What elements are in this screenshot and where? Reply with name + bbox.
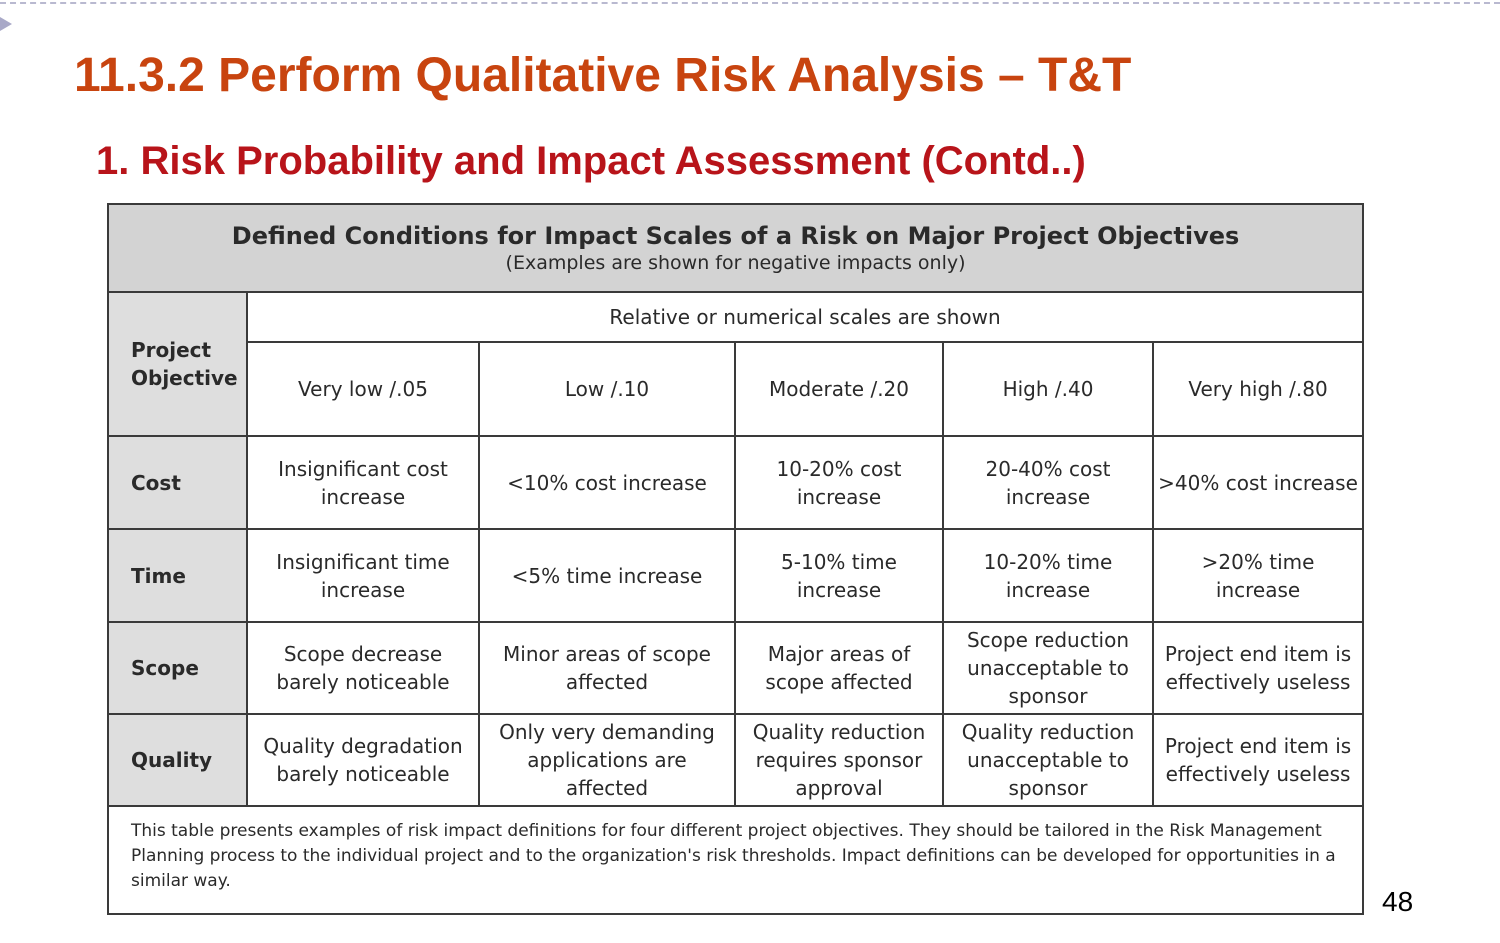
objective-label: Time	[107, 528, 248, 623]
table-cell: >40% cost increase	[1151, 435, 1365, 530]
table-cell: Scope decrease barely noticeable	[246, 621, 480, 715]
objective-label: Quality	[107, 713, 248, 807]
scale-header: Moderate /.20	[734, 341, 944, 437]
slide-title: 11.3.2 Perform Qualitative Risk Analysis…	[74, 49, 1132, 102]
scale-caption: Relative or numerical scales are shown	[245, 291, 1365, 343]
slide-marker-arrow-icon	[0, 17, 12, 31]
table-title: Defined Conditions for Impact Scales of …	[231, 222, 1240, 250]
table-subtitle: (Examples are shown for negative impacts…	[505, 252, 966, 274]
scale-header: Very high /.80	[1151, 341, 1365, 437]
table-cell: Quality degradation barely noticeable	[246, 713, 480, 807]
table-cell: Minor areas of scope affected	[478, 621, 736, 715]
table-cell: Quality reduction requires sponsor appro…	[734, 713, 944, 807]
footnote-row: This table presents examples of risk imp…	[106, 805, 1365, 915]
table-cell: Insignificant cost increase	[246, 435, 480, 530]
table-cell: Insignificant time increase	[246, 528, 480, 623]
table-footnote: This table presents examples of risk imp…	[106, 805, 1365, 915]
table-header-row: Defined Conditions for Impact Scales of …	[106, 203, 1365, 293]
scale-caption-row: Project Objective Relative or numerical …	[107, 291, 1365, 437]
table-cell: Only very demanding applications are aff…	[478, 713, 736, 807]
slide-subtitle: 1. Risk Probability and Impact Assessmen…	[96, 139, 1086, 183]
table-cell: 5-10% time increase	[734, 528, 944, 623]
table-cell: Project end item is effectively useless	[1151, 713, 1365, 807]
page-number: 48	[1382, 886, 1414, 917]
table-cell: <10% cost increase	[478, 435, 736, 530]
impact-scale-table: Defined Conditions for Impact Scales of …	[106, 203, 1365, 915]
table-row: Scope Scope decrease barely noticeable M…	[107, 621, 1365, 715]
scale-header-row: Very low /.05 Low /.10 Moderate /.20 Hig…	[108, 341, 1365, 437]
table-cell: <5% time increase	[478, 528, 736, 623]
table-cell: 20-40% cost increase	[942, 435, 1154, 530]
table-cell: Quality reduction unacceptable to sponso…	[942, 713, 1154, 807]
table-row: Cost Insignificant cost increase <10% co…	[107, 435, 1365, 530]
scale-header: Very low /.05	[246, 341, 480, 437]
table-row: Time Insignificant time increase <5% tim…	[107, 528, 1365, 623]
objective-label: Cost	[107, 435, 248, 530]
table-cell: 10-20% time increase	[942, 528, 1154, 623]
scale-header: High /.40	[942, 341, 1154, 437]
table-row: Quality Quality degradation barely notic…	[107, 713, 1365, 807]
table-cell: Scope reduction unacceptable to sponsor	[942, 621, 1154, 715]
table-cell: 10-20% cost increase	[734, 435, 944, 530]
table-cell: Major areas of scope affected	[734, 621, 944, 715]
scale-header: Low /.10	[478, 341, 736, 437]
top-dashed-rule	[0, 2, 1500, 4]
table-cell: >20% time increase	[1151, 528, 1365, 623]
table-title-cell: Defined Conditions for Impact Scales of …	[106, 203, 1365, 293]
objective-label: Scope	[107, 621, 248, 715]
project-objective-header: Project Objective	[107, 291, 248, 437]
table-cell: Project end item is effectively useless	[1151, 621, 1365, 715]
